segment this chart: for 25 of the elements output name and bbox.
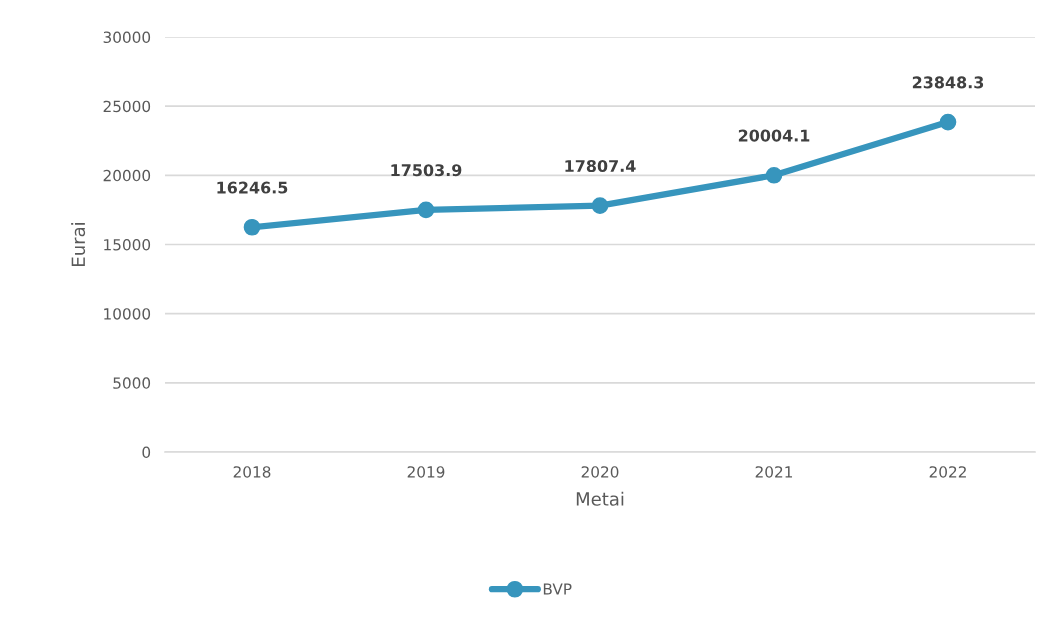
y-tick-label: 10000 <box>104 308 151 320</box>
legend-label: BVP <box>543 583 572 595</box>
point <box>591 197 609 214</box>
x-tick-label: 2021 <box>755 466 793 478</box>
x-tick-label: 2022 <box>929 466 966 478</box>
x-tick-label: 2020 <box>581 466 619 478</box>
point <box>765 166 783 184</box>
y-tick-label: 5000 <box>113 377 151 389</box>
x-tick-label: 2018 <box>233 466 271 478</box>
y-tick-label: 20000 <box>103 169 151 182</box>
data-label: 23848.3 <box>912 76 984 89</box>
y-axis-title: Eurai <box>71 223 86 266</box>
y-tick-label: 30000 <box>103 31 151 44</box>
point <box>243 218 261 236</box>
point <box>417 201 435 219</box>
y-tick-label: 25000 <box>103 100 151 113</box>
data-label: 16246.5 <box>217 181 288 194</box>
data-label: 17503.9 <box>391 164 462 177</box>
x-axis-title: Metai <box>576 491 624 506</box>
y-tick-label: 0 <box>142 446 151 459</box>
y-tick-label: 15000 <box>104 238 151 251</box>
point <box>939 113 957 131</box>
x-tick-label: 2019 <box>407 466 445 478</box>
data-label: 17807.4 <box>565 159 636 173</box>
data-label: 20004.1 <box>738 129 810 142</box>
